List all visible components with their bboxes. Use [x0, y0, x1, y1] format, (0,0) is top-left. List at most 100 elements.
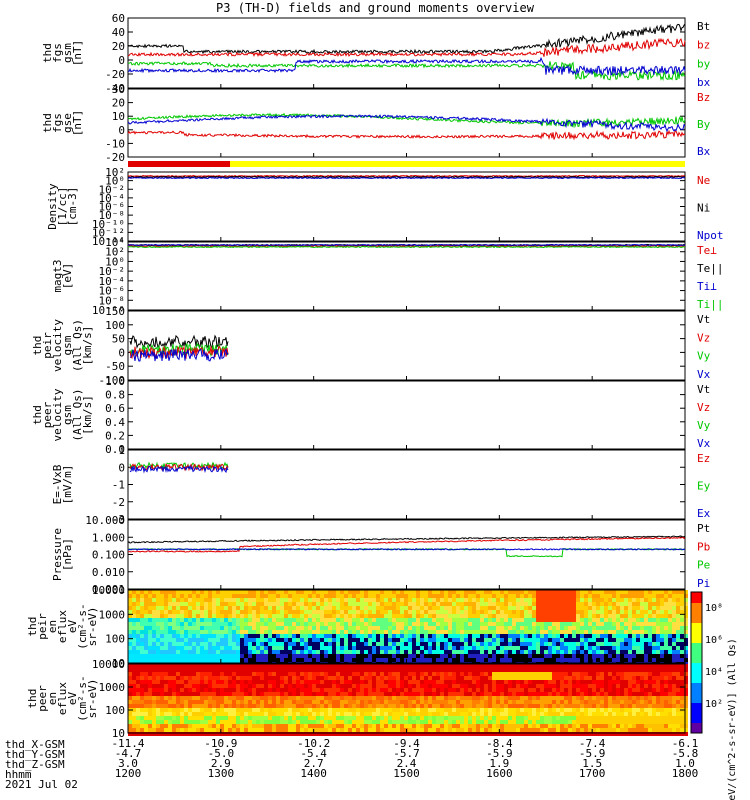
panel-frame-peer-velocity	[127, 380, 686, 450]
panel-frame-temperature	[127, 241, 686, 311]
legend-Bz: Bz	[697, 91, 710, 104]
legend-Bt: Bt	[697, 20, 710, 33]
ylabel-line: [1/cc]	[56, 187, 69, 227]
x-label-date: 2021 Jul 02	[5, 778, 78, 791]
ytick-label: 10	[112, 727, 125, 740]
ytick-label: 60	[112, 12, 125, 25]
series-green	[127, 112, 686, 129]
legend-Ni: Ni	[697, 202, 710, 215]
ylabel-line: [km/s]	[81, 395, 94, 435]
xaxis-value: 3.0	[118, 757, 138, 770]
ylabel-line: [nT]	[71, 40, 84, 67]
ytick-label: 0.0	[105, 443, 125, 456]
ylabel-line: Pressure	[51, 528, 64, 581]
ylabel-line: sr-eV)	[86, 607, 99, 647]
legend-Vt: Vt	[697, 383, 710, 396]
ytick-label: 0.4	[105, 416, 125, 429]
xaxis-value: 2.7	[304, 757, 324, 770]
ytick-label: 10⁻⁴	[99, 192, 126, 205]
colorbar-tick: 10⁶	[705, 635, 723, 646]
ytick-label: 0.6	[105, 402, 125, 415]
ytick-label: -40	[105, 82, 125, 95]
ytick-label: 10⁻⁶	[99, 201, 126, 214]
series-blue	[127, 56, 686, 77]
xaxis-value: 1300	[208, 767, 235, 780]
ytick-label: 10⁰	[105, 255, 125, 268]
ytick-label: 150	[105, 305, 125, 318]
ylabel-line: thd	[31, 336, 44, 356]
xaxis-value: -5.8	[672, 747, 699, 760]
ytick-label: 10⁻⁴	[99, 275, 126, 288]
series-red	[127, 174, 686, 178]
xaxis-value: -11.4	[111, 737, 144, 750]
ylabel-line: (cm²-s-	[76, 675, 89, 721]
ytick-label: -2	[112, 496, 125, 509]
ytick-label: -1	[112, 479, 125, 492]
legend-bx: bx	[697, 76, 711, 89]
ytick-label: 10⁻¹⁰	[92, 304, 125, 317]
series-blue	[127, 176, 686, 180]
ytick-label: -20	[105, 151, 125, 164]
legend-Ez: Ez	[697, 452, 710, 465]
ytick-label: -10	[105, 137, 125, 150]
ylabel-line: sr-eV)	[86, 679, 99, 719]
ytick-label: 10⁻²	[99, 265, 126, 278]
ylabel-line: peer	[41, 401, 54, 428]
ytick-label: 20	[112, 97, 125, 110]
x-label-xgsm: thd_X-GSM	[5, 738, 65, 751]
legend-Pi: Pi	[697, 577, 710, 590]
ytick-label: 1.0	[105, 375, 125, 388]
legend-Vz: Vz	[697, 331, 710, 344]
ytick-label: 10⁻¹⁴	[92, 235, 125, 248]
series-red	[128, 536, 686, 553]
legend-bz: bz	[697, 39, 710, 52]
ytick-label: 10⁻²	[99, 183, 126, 196]
ytick-label: -100	[99, 374, 126, 387]
ylabel-line: fgs	[51, 113, 64, 133]
legend-Npot: Npot	[697, 229, 724, 242]
xaxis-value: -10.2	[297, 737, 330, 750]
legend-Vx: Vx	[697, 368, 711, 381]
legend-Pb: Pb	[697, 540, 710, 553]
series-black	[127, 23, 686, 55]
ylabel-line: Density	[46, 183, 59, 230]
xaxis-value: -8.4	[486, 737, 513, 750]
series-blue	[127, 548, 686, 551]
ytick-label: 0.100	[92, 549, 125, 562]
ytick-label: -20	[105, 68, 125, 81]
ylabel-line: [nT]	[71, 110, 84, 137]
ytick-label: 10	[112, 110, 125, 123]
ylabel-line: [nPa]	[61, 538, 74, 571]
ytick-label: 0.2	[105, 429, 125, 442]
legend-Te⊥: Te⊥	[697, 244, 717, 257]
ytick-label: 10⁻⁸	[99, 209, 126, 222]
xaxis-value: 1700	[579, 767, 606, 780]
panel-frame-pressure	[127, 519, 686, 590]
ytick-label: 1	[118, 444, 125, 457]
ylabel-line: eflux	[56, 682, 69, 715]
series-blue	[129, 348, 229, 362]
colorbar-tick: 10²	[705, 699, 723, 710]
ytick-label: 1000	[99, 681, 126, 694]
ytick-label: 10000	[92, 584, 125, 597]
status-bar-red	[128, 161, 230, 167]
xaxis-value: 1600	[486, 767, 513, 780]
colorbar-label: [eV/(cm^2-s-sr-eV)] (All Qs)	[727, 638, 738, 800]
chart-title: P3 (TH-D) fields and ground moments over…	[216, 1, 534, 15]
colorbar-frame	[690, 591, 703, 734]
colorbar-tick: 10⁴	[705, 667, 723, 678]
xaxis-value: 2.4	[397, 757, 417, 770]
legend-Pe: Pe	[697, 559, 710, 572]
series-black	[127, 535, 686, 544]
ytick-label: 0.001	[92, 583, 125, 596]
ylabel-line: [cm-3]	[66, 187, 79, 227]
legend-Vy: Vy	[697, 419, 711, 432]
ylabel-line: (All Qs)	[71, 319, 84, 372]
ylabel-line: [eV]	[61, 263, 74, 290]
panel-frame-density	[127, 171, 686, 242]
ylabel-line: E=-VxB	[51, 464, 64, 504]
ylabel-line: en	[46, 620, 59, 633]
legend-Ne: Ne	[697, 174, 710, 187]
ylabel-line: eV	[66, 620, 79, 634]
xaxis-value: -5.9	[579, 747, 606, 760]
